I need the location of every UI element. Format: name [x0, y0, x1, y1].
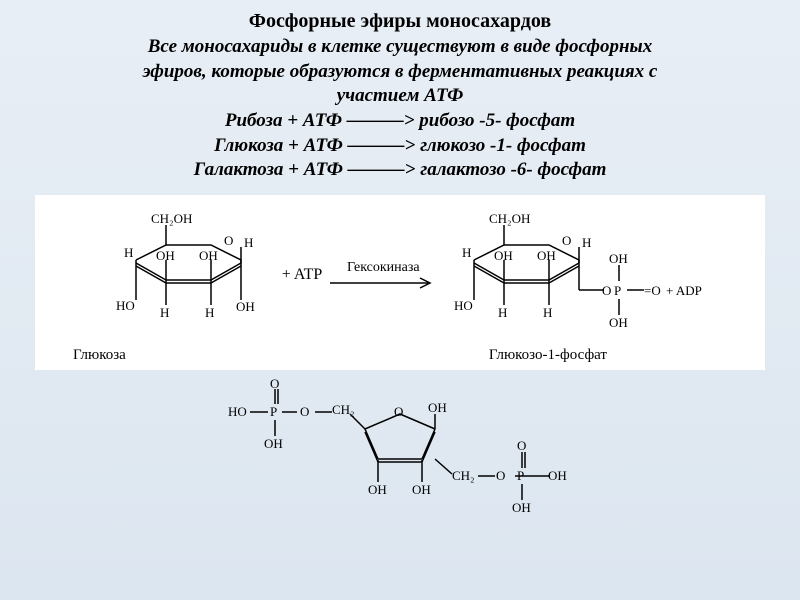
equation-2: Глюкоза + АТФ ———> глюкозо -1- фосфат — [12, 134, 788, 159]
chem-label: OH — [428, 400, 447, 415]
chem-label: OH — [368, 482, 387, 497]
chem-label: HO — [116, 298, 135, 313]
chem-label: H — [205, 305, 214, 320]
subtitle-line-2: эфиров, которые образуются в ферментатив… — [12, 60, 788, 85]
chem-label: OH — [537, 248, 556, 263]
equation-3: Галактоза + АТФ ———> галактозо -6- фосфа… — [12, 158, 788, 183]
chem-label: CH₂ — [452, 468, 475, 483]
plus-atp: + ATP — [282, 266, 323, 284]
chem-label: O — [517, 438, 526, 453]
chem-label: P — [270, 404, 277, 419]
chem-label: P — [517, 468, 524, 483]
chem-label: O — [562, 233, 571, 248]
reactant-name: Глюкоза — [73, 347, 126, 364]
chem-label: P — [614, 283, 621, 298]
equation-1: Рибоза + АТФ ———> рибозо -5- фосфат — [12, 109, 788, 134]
chem-label: HO — [454, 298, 473, 313]
chem-label: H — [124, 245, 133, 260]
glucose-structure: CH₂OH O H H HO OH OH H H OH — [96, 205, 276, 345]
subtitle-line-1: Все моносахариды в клетке существуют в в… — [12, 35, 788, 60]
page-title: Фосфорные эфиры моносахардов — [12, 10, 788, 33]
chem-label: H — [244, 235, 253, 250]
text-header: Фосфорные эфиры моносахардов Все моносах… — [0, 0, 800, 187]
chem-label: O — [602, 283, 611, 298]
chem-label: OH — [512, 500, 531, 515]
chem-label: CH₂OH — [151, 211, 192, 226]
product-name: Глюкозо-1-фосфат — [489, 347, 607, 364]
diphosphate-figure: O CH₂ O P O HO OH OH OH OH CH₂ O P O OH … — [0, 374, 800, 524]
chem-label: H — [498, 305, 507, 320]
ribose-diphosphate-structure: O CH₂ O P O HO OH OH OH OH CH₂ O P O OH … — [220, 374, 580, 524]
chem-label: OH — [264, 436, 283, 451]
chem-label: OH — [156, 248, 175, 263]
chem-label: OH — [548, 468, 567, 483]
chem-label: + ADP — [666, 283, 702, 298]
chem-label: H — [160, 305, 169, 320]
chem-label: HO — [228, 404, 247, 419]
chem-label: H — [582, 235, 591, 250]
chem-label: OH — [199, 248, 218, 263]
enzyme-label: Гексокиназа — [347, 260, 420, 276]
chem-label: H — [543, 305, 552, 320]
chem-label: O — [394, 404, 403, 419]
chem-label: OH — [412, 482, 431, 497]
chem-label: OH — [236, 299, 255, 314]
arrow-icon — [328, 276, 438, 290]
chem-label: OH — [609, 251, 628, 266]
reaction-row: CH₂OH O H H HO OH OH H H OH + ATP Гексок… — [43, 205, 757, 345]
chem-label: CH₂ — [332, 402, 355, 417]
molecule-labels: Глюкоза Глюкозо-1-фосфат — [43, 345, 757, 364]
chem-label: H — [462, 245, 471, 260]
chem-label: =O — [644, 283, 661, 298]
chem-label: O — [300, 404, 309, 419]
glucose-1-phosphate-structure: CH₂OH O H H HO OH OH H H O P OH OH =O + … — [444, 205, 704, 345]
chem-label: O — [224, 233, 233, 248]
reaction-arrow: Гексокиназа — [328, 260, 438, 290]
chem-label: OH — [609, 315, 628, 330]
reaction-figure-panel: CH₂OH O H H HO OH OH H H OH + ATP Гексок… — [35, 195, 765, 370]
chem-label: CH₂OH — [489, 211, 530, 226]
subtitle-line-3: участием АТФ — [12, 84, 788, 109]
chem-label: O — [270, 376, 279, 391]
chem-label: O — [496, 468, 505, 483]
chem-label: OH — [494, 248, 513, 263]
